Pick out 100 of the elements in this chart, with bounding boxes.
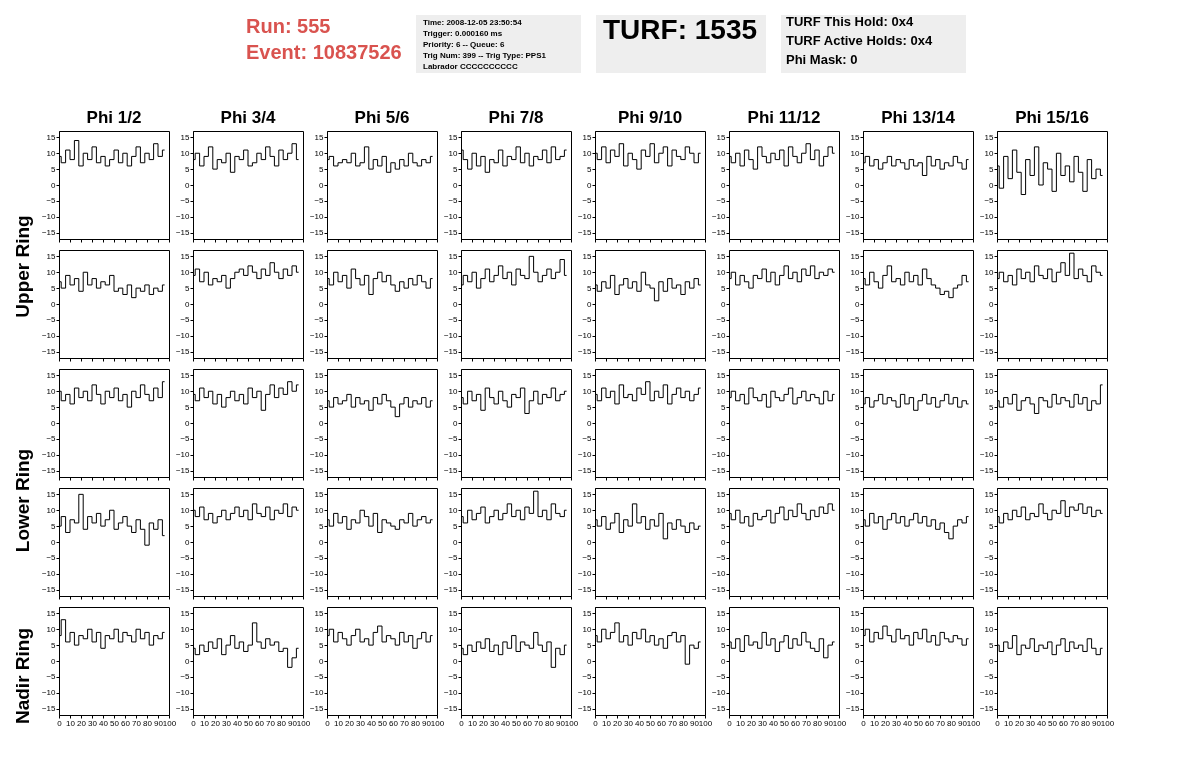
x-tick-label: 60 [389,718,399,728]
x-tick-label: 70 [400,718,410,728]
y-tick-label: −15 [443,347,459,357]
x-tick-label: 30 [88,718,98,728]
x-tick-label: 40 [99,718,109,728]
y-tick-label: −10 [711,450,727,460]
y-tick-label: −5 [984,315,995,325]
y-tick-label: 15 [448,132,459,142]
x-tick-label: 100 [966,718,981,728]
y-tick-label: −5 [716,672,727,682]
x-tick-label: 40 [501,718,511,728]
y-tick-label: 15 [984,132,995,142]
y-tick-label: 5 [453,402,459,412]
y-tick-label: −10 [175,688,191,698]
y-tick-label: 5 [319,283,325,293]
y-tick-label: 10 [448,505,459,515]
y-tick-label: 15 [850,132,861,142]
y-tick-label: −15 [577,228,593,238]
y-tick-label: −10 [443,212,459,222]
x-tick-label: 80 [277,718,287,728]
x-tick-label: 70 [132,718,142,728]
y-tick-label: −10 [979,331,995,341]
y-tick-label: −15 [41,228,57,238]
y-tick-label: 5 [721,640,727,650]
text: Trigger: 0.000160 ms [423,29,503,38]
y-tick-label: 0 [453,537,459,547]
y-tick-label: 10 [582,386,593,396]
x-tick-label: 10 [468,718,478,728]
x-tick-label: 30 [892,718,902,728]
y-tick-label: 15 [716,132,727,142]
y-tick-label: −5 [850,315,861,325]
x-tick-label: 100 [430,718,445,728]
y-tick-label: 0 [855,537,861,547]
y-tick-label: 5 [185,521,191,531]
y-tick-label: 5 [989,164,995,174]
y-tick-label: 5 [51,521,57,531]
y-tick-label: 15 [314,489,325,499]
y-tick-label: 5 [855,283,861,293]
x-tick-label: 40 [367,718,377,728]
y-tick-label: 10 [46,148,57,158]
y-tick-label: 15 [850,608,861,618]
y-tick-label: −5 [716,434,727,444]
y-tick-label: 5 [587,164,593,174]
y-tick-label: 0 [721,537,727,547]
text: Run: 555 [246,15,331,37]
x-tick-label: 80 [143,718,153,728]
y-tick-label: −10 [443,331,459,341]
y-tick-label: −15 [443,228,459,238]
y-tick-label: 0 [51,180,57,190]
y-tick-label: 0 [51,656,57,666]
y-tick-label: −15 [979,466,995,476]
y-tick-label: −15 [175,704,191,714]
y-tick-label: −15 [711,466,727,476]
y-tick-label: 0 [51,537,57,547]
y-tick-label: −15 [175,466,191,476]
y-tick-label: 15 [448,251,459,261]
text: Labrador CCCCCCCCCC [423,62,518,71]
y-tick-label: −15 [845,704,861,714]
y-axis-title: Lower Ring [12,448,33,553]
y-tick-label: −15 [845,228,861,238]
y-tick-label: 5 [855,521,861,531]
y-tick-label: 10 [180,505,191,515]
y-tick-label: 0 [721,656,727,666]
x-tick-label: 100 [832,718,847,728]
y-tick-label: −10 [175,450,191,460]
y-tick-label: 10 [716,505,727,515]
y-tick-label: −10 [41,212,57,222]
y-tick-label: −15 [845,466,861,476]
x-tick-label: 50 [512,718,522,728]
y-tick-label: 0 [989,299,995,309]
chart-title: Phi 9/10 [617,108,683,127]
y-tick-label: 5 [185,164,191,174]
y-tick-label: 5 [453,283,459,293]
y-tick-label: 0 [319,537,325,547]
y-tick-label: 15 [716,251,727,261]
x-tick-label: 90 [958,718,968,728]
x-tick-label: 60 [925,718,935,728]
y-tick-label: −5 [46,315,57,325]
x-tick-label: 40 [233,718,243,728]
y-tick-label: 0 [185,656,191,666]
y-tick-label: 15 [850,251,861,261]
y-tick-label: −5 [850,434,861,444]
x-tick-label: 100 [698,718,713,728]
y-tick-label: 15 [582,489,593,499]
y-tick-label: −15 [41,704,57,714]
x-tick-label: 50 [1048,718,1058,728]
y-tick-label: 0 [989,180,995,190]
y-tick-label: −15 [309,347,325,357]
y-tick-label: 15 [850,370,861,380]
x-tick-label: 20 [747,718,757,728]
y-tick-label: −10 [711,688,727,698]
y-tick-label: 10 [448,386,459,396]
y-tick-label: 10 [314,624,325,634]
y-tick-label: 0 [319,299,325,309]
y-tick-label: 0 [185,299,191,309]
y-tick-label: −10 [711,331,727,341]
y-tick-label: −5 [850,196,861,206]
chart-title: Phi 11/12 [747,108,821,127]
y-tick-label: −5 [850,553,861,563]
y-tick-label: −15 [577,585,593,595]
